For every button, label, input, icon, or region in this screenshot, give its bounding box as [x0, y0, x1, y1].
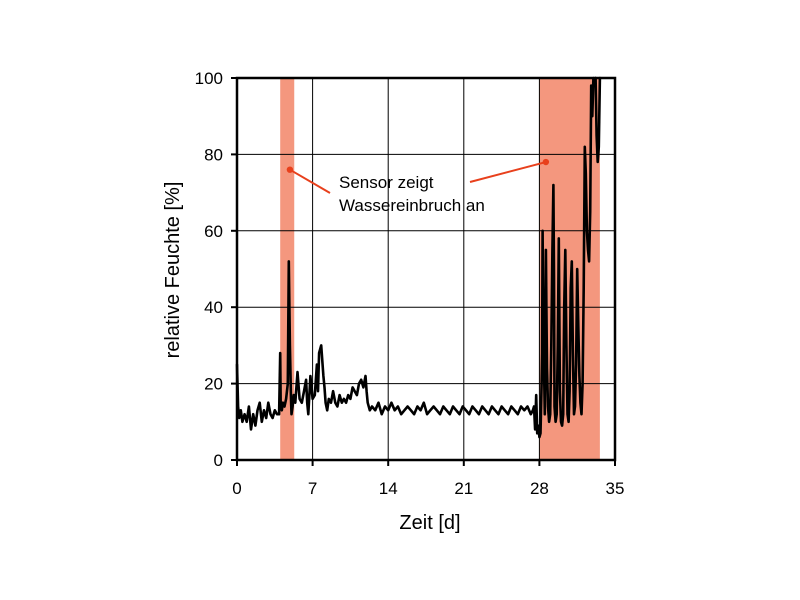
- x-tick-label: 21: [454, 479, 473, 498]
- x-tick-label: 14: [379, 479, 398, 498]
- x-axis-title: Zeit [d]: [399, 512, 460, 534]
- data-series: [235, 76, 602, 439]
- y-axis-title: relative Feuchte [%]: [162, 182, 184, 359]
- x-tick-label: 7: [308, 479, 317, 498]
- x-tick-label: 0: [232, 479, 241, 498]
- x-tick-label: 35: [606, 479, 625, 498]
- plot-frame: [235, 76, 617, 462]
- y-tick-labels: 0 20 40 60 80 100: [195, 69, 223, 470]
- annotation-leader-1: [289, 168, 331, 194]
- y-tick-label: 60: [204, 222, 223, 241]
- axis-ticks: [231, 77, 616, 466]
- y-tick-label: 20: [204, 375, 223, 394]
- x-tick-label: 28: [530, 479, 549, 498]
- annotation-line-2: Wassereinbruch an: [339, 196, 485, 215]
- annotation-line-1: Sensor zeigt: [339, 173, 434, 192]
- y-tick-label: 100: [195, 69, 223, 88]
- annotation-dot-1: [286, 166, 294, 173]
- annotation-leader-2: [469, 161, 547, 183]
- annotation-dot-2: [542, 158, 550, 166]
- y-tick-label: 0: [214, 451, 223, 470]
- annotation: Sensor zeigt Wassereinbruch an: [286, 158, 550, 215]
- series-line: [235, 76, 602, 439]
- y-tick-label: 80: [204, 145, 223, 164]
- y-tick-label: 40: [204, 298, 223, 317]
- x-tick-labels: 0 7 14 21 28 35: [232, 479, 624, 498]
